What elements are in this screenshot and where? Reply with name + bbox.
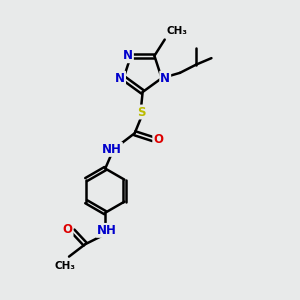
Text: N: N [160, 72, 170, 85]
Text: CH₃: CH₃ [55, 261, 76, 271]
Text: CH₃: CH₃ [166, 26, 187, 36]
Text: N: N [123, 49, 133, 62]
Text: O: O [63, 223, 73, 236]
Text: NH: NH [97, 224, 117, 237]
Text: S: S [137, 106, 146, 118]
Text: N: N [115, 72, 125, 85]
Text: NH: NH [102, 143, 122, 156]
Text: O: O [153, 133, 163, 146]
